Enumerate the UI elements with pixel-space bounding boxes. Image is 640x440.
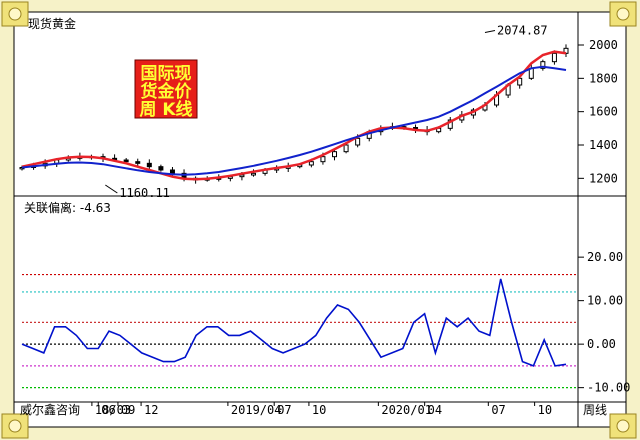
- candle-body: [447, 119, 453, 129]
- corner-ornament-dot: [616, 7, 630, 21]
- candle-body: [355, 137, 361, 146]
- x-tick-label: 10: [312, 403, 326, 417]
- annotation-leader: [484, 30, 496, 34]
- plot-area: [13, 11, 627, 428]
- indicator-line: [21, 278, 567, 367]
- badge: 国际现 货金价 周 K线: [134, 59, 198, 120]
- annotation-label: 2074.87: [497, 24, 548, 38]
- annotation-leader: [105, 184, 118, 194]
- x-tick-label: 2019/04: [231, 403, 282, 417]
- candle-body: [135, 161, 141, 164]
- period-label: 周线: [583, 403, 607, 417]
- x-tick-label: 09: [121, 403, 135, 417]
- x-tick-label: 2020/01: [381, 403, 432, 417]
- badge-line-2: 货金价: [141, 81, 193, 102]
- candle-body: [308, 161, 314, 166]
- indicator-tick-label: 10.00: [587, 294, 623, 308]
- price-tick-label: 1800: [589, 71, 618, 85]
- candle-body: [250, 172, 256, 176]
- candle-body: [343, 144, 349, 153]
- candle-body: [551, 52, 557, 63]
- x-tick-label: 04: [428, 403, 442, 417]
- candle-body: [517, 77, 523, 86]
- candle-body: [123, 159, 129, 163]
- indicator-tick-label: 20.00: [587, 250, 623, 264]
- candle-body: [332, 151, 338, 158]
- corner-ornament-dot: [8, 7, 22, 21]
- badge-background: [134, 59, 198, 119]
- price-axis-ticks: 1200 1400 1600 1800 2000: [578, 38, 618, 185]
- candle-body: [563, 47, 569, 54]
- moving-averages: [21, 50, 567, 181]
- indicator-tick-label: 0.00: [587, 337, 616, 351]
- price-tick-label: 1400: [589, 138, 618, 152]
- indicator-axis-ticks: -10.00 0.00 10.00 20.00: [578, 250, 630, 395]
- chart-title: 现货黄金: [28, 16, 76, 31]
- candle-body: [169, 169, 175, 174]
- candle-body: [146, 162, 152, 168]
- candle-body: [158, 166, 164, 171]
- x-tick-label: 07: [277, 403, 291, 417]
- x-tick-label: 12: [144, 403, 158, 417]
- reference-lines: [22, 273, 578, 389]
- x-tick-label: 10: [538, 403, 552, 417]
- badge-line-3: 周 K线: [139, 99, 192, 120]
- source-label: 威尔鑫咨询: [20, 402, 80, 417]
- moving-average-line: [21, 65, 567, 176]
- moving-average-line: [21, 50, 567, 181]
- badge-line-1: 国际现: [141, 64, 192, 84]
- price-tick-label: 1600: [589, 105, 618, 119]
- x-tick-label: 18/03: [95, 403, 131, 417]
- corner-ornament-dot: [8, 419, 22, 433]
- x-tick-label: 06: [101, 403, 115, 417]
- candle-body: [239, 174, 245, 178]
- corner-ornament-dot: [616, 419, 630, 433]
- candle-body: [320, 156, 326, 163]
- price-annotations: 2074.87 1160.11: [105, 24, 548, 200]
- annotation-label: 1160.11: [119, 186, 170, 200]
- x-tick-label: 07: [491, 403, 505, 417]
- price-tick-label: 1200: [589, 171, 618, 185]
- indicator-label: 关联偏离: -4.63: [24, 200, 111, 215]
- candle-body: [540, 61, 546, 69]
- indicator-series-line: [21, 278, 567, 367]
- price-tick-label: 2000: [589, 38, 618, 52]
- indicator-tick-label: -10.00: [587, 381, 630, 395]
